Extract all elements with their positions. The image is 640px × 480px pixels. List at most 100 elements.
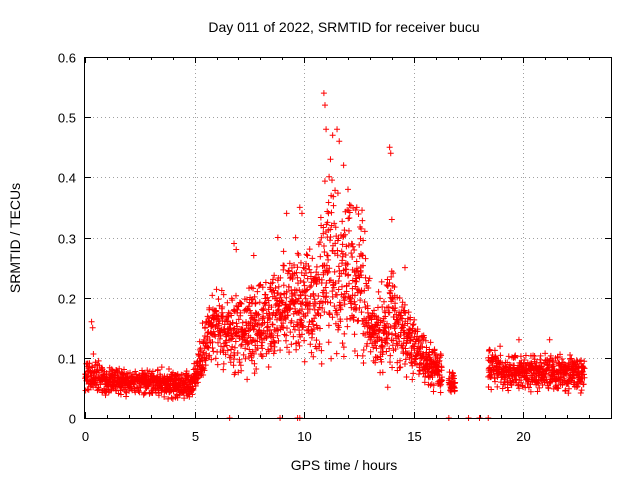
data-point (567, 356, 574, 363)
data-point (298, 317, 305, 324)
data-point (387, 150, 394, 157)
data-point (275, 283, 282, 290)
data-point (336, 138, 343, 145)
data-point (555, 377, 562, 384)
data-point (144, 367, 151, 374)
data-point (378, 278, 385, 285)
data-point (333, 350, 340, 357)
data-point (375, 314, 382, 321)
data-point (492, 378, 499, 385)
data-point (528, 360, 535, 367)
data-point (537, 356, 544, 363)
data-point (361, 323, 368, 330)
data-point (401, 322, 408, 329)
data-point (219, 313, 226, 320)
data-point (240, 351, 247, 358)
y-axis-label: SRMTID / TECUs (7, 183, 23, 293)
data-point (305, 323, 312, 330)
data-point (142, 389, 149, 396)
data-point (505, 387, 512, 394)
data-point (578, 387, 585, 394)
data-point (276, 300, 283, 307)
data-point (306, 246, 313, 253)
data-point (310, 321, 317, 328)
data-point (154, 366, 161, 373)
data-point (436, 357, 443, 364)
data-point (343, 288, 350, 295)
data-point (259, 284, 266, 291)
data-point (410, 370, 417, 377)
data-point (318, 276, 325, 283)
data-point (270, 350, 277, 357)
data-point (238, 341, 245, 348)
data-point (108, 366, 115, 373)
data-point (231, 344, 238, 351)
data-point (392, 304, 399, 311)
data-point (430, 382, 437, 389)
data-point (231, 352, 238, 359)
data-point (329, 177, 336, 184)
data-point (368, 316, 375, 323)
data-point (258, 342, 265, 349)
data-point (234, 350, 241, 357)
data-point (315, 271, 322, 278)
data-point (224, 347, 231, 354)
data-point (408, 359, 415, 366)
data-point (405, 309, 412, 316)
data-point (219, 317, 226, 324)
data-point (334, 311, 341, 318)
data-point (117, 391, 124, 398)
data-point (327, 226, 334, 233)
data-point (352, 277, 359, 284)
data-point (330, 202, 337, 209)
data-point (396, 294, 403, 301)
data-point (384, 320, 391, 327)
data-point (219, 303, 226, 310)
data-point (335, 235, 342, 242)
data-point (234, 323, 241, 330)
data-point (291, 261, 298, 268)
data-point (558, 356, 565, 363)
data-point (402, 309, 409, 316)
data-point (430, 388, 437, 395)
data-point (295, 251, 302, 258)
y-tick-label: 0 (69, 412, 76, 427)
data-point (365, 320, 372, 327)
data-point (391, 284, 398, 291)
data-point (318, 360, 325, 367)
data-point (271, 272, 278, 279)
data-point (355, 317, 362, 324)
data-point (310, 353, 317, 360)
data-point (325, 210, 332, 217)
data-point (209, 345, 216, 352)
data-point (388, 273, 395, 280)
data-point (186, 393, 193, 400)
data-point (319, 305, 326, 312)
data-point (220, 366, 227, 373)
data-point (501, 374, 508, 381)
data-point (399, 315, 406, 322)
data-point (325, 339, 332, 346)
data-point (341, 301, 348, 308)
data-point (308, 349, 315, 356)
data-point (364, 309, 371, 316)
data-point (306, 306, 313, 313)
data-point (351, 292, 358, 299)
chart-title: Day 011 of 2022, SRMTID for receiver buc… (208, 19, 479, 35)
data-point (325, 199, 332, 206)
data-point (383, 348, 390, 355)
data-point (321, 102, 328, 109)
y-tick-label: 0.6 (58, 51, 76, 66)
data-point (251, 360, 258, 367)
data-point (387, 359, 394, 366)
data-point (317, 253, 324, 260)
data-point (245, 340, 252, 347)
data-point (318, 347, 325, 354)
data-point (313, 263, 320, 270)
data-point (90, 351, 97, 358)
data-point (254, 338, 261, 345)
data-point (372, 359, 379, 366)
data-point (342, 252, 349, 259)
data-point (550, 363, 557, 370)
data-point (372, 342, 379, 349)
